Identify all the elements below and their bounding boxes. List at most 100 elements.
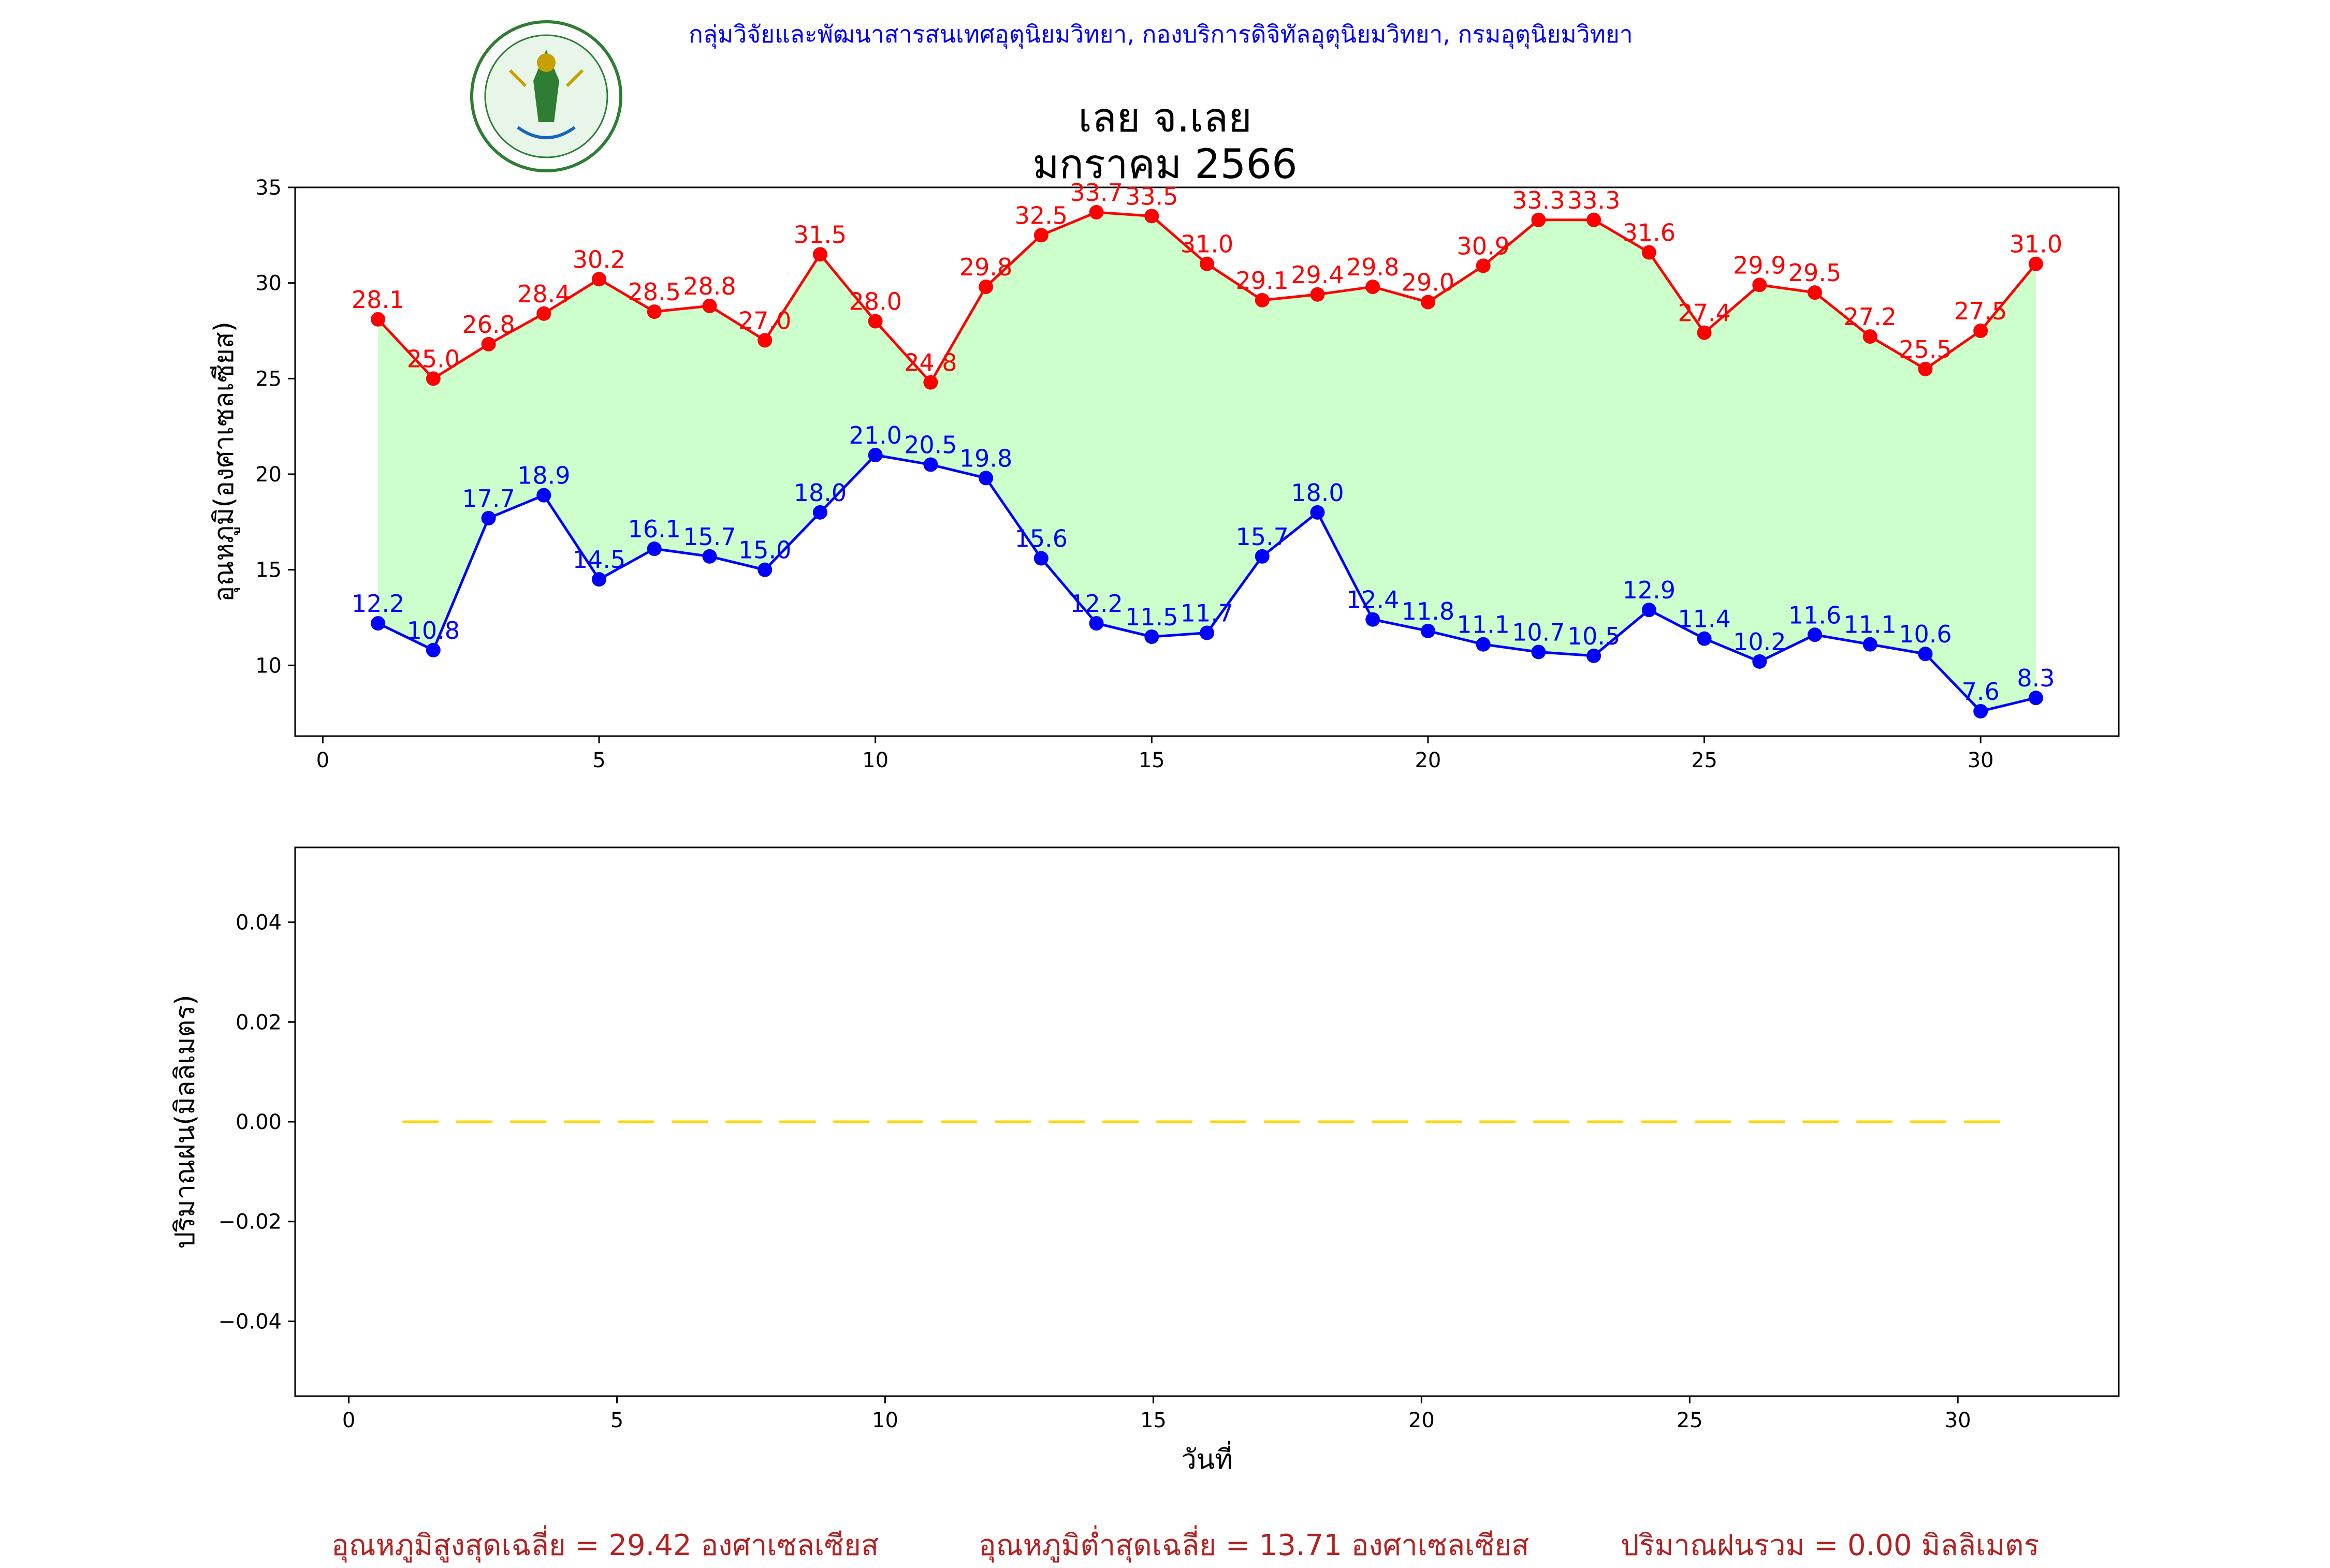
x-tick-label: 5 [592, 749, 605, 772]
data-point [1089, 616, 1104, 631]
y-axis-label: ปริมาณฝน(มิลลิเมตร) [170, 994, 201, 1249]
data-label: 12.9 [1623, 576, 1676, 604]
x-tick-label: 15 [1139, 749, 1165, 772]
y-tick-label: 15 [255, 559, 282, 582]
data-point [868, 448, 883, 463]
y-tick-label: 35 [255, 176, 282, 200]
data-point [647, 541, 662, 556]
data-label: 15.7 [1236, 523, 1289, 551]
data-label: 20.5 [904, 431, 957, 459]
y-tick-label: 20 [255, 463, 282, 487]
data-point [1310, 287, 1325, 302]
footer-avg-min: อุณหภูมิต่ำสุดเฉลี่ย = 13.71 องศาเซลเซีย… [979, 1529, 1530, 1562]
data-point [979, 280, 994, 295]
x-tick-label: 10 [862, 749, 889, 772]
data-point [1586, 212, 1601, 227]
data-label: 10.2 [1733, 628, 1786, 656]
data-label: 29.4 [1291, 261, 1344, 289]
data-label: 12.4 [1346, 586, 1399, 614]
data-point [923, 375, 938, 390]
data-point [1200, 256, 1214, 271]
data-point [1862, 329, 1877, 344]
data-point [1973, 324, 1988, 339]
data-point [1089, 205, 1104, 220]
data-label: 27.2 [1844, 303, 1897, 331]
x-tick-label: 25 [1691, 749, 1717, 772]
data-label: 18.0 [1291, 479, 1344, 507]
data-label: 18.9 [517, 462, 570, 490]
data-point [2028, 256, 2043, 271]
data-point [1255, 549, 1270, 564]
y-tick-label: 30 [255, 272, 282, 296]
data-label: 25.0 [407, 345, 460, 373]
footer-total-rain: ปริมาณฝนรวม = 0.00 มิลลิเมตร [1621, 1529, 2040, 1562]
data-point [758, 562, 773, 577]
data-point [923, 457, 938, 472]
data-label: 8.3 [2017, 664, 2055, 692]
x-tick-label: 20 [1415, 749, 1441, 772]
data-label: 24.8 [904, 349, 957, 377]
data-point [758, 333, 773, 348]
plot-frame-1 [294, 186, 2120, 737]
data-label: 27.4 [1678, 299, 1730, 327]
data-label: 31.0 [1181, 230, 1233, 258]
data-point [1033, 228, 1048, 243]
data-point [1918, 361, 1933, 376]
x-tick-label: 5 [610, 1409, 623, 1432]
data-label: 11.5 [1125, 603, 1178, 631]
y-tick-label: 25 [255, 367, 282, 391]
data-label: 10.6 [1899, 620, 1952, 648]
data-label: 11.4 [1678, 605, 1730, 633]
data-label: 29.1 [1236, 267, 1289, 295]
data-point [1033, 551, 1048, 566]
data-point [1586, 648, 1601, 663]
data-label: 32.5 [1015, 201, 1068, 229]
data-label: 29.0 [1402, 269, 1454, 297]
data-point [1808, 285, 1822, 300]
data-label: 12.2 [1070, 590, 1123, 618]
data-label: 12.2 [352, 590, 404, 618]
data-label: 11.1 [1844, 611, 1897, 639]
data-point [1641, 245, 1656, 260]
data-point [812, 247, 827, 262]
data-point [1641, 603, 1656, 618]
data-label: 26.8 [462, 311, 515, 339]
data-label: 21.0 [849, 421, 901, 449]
data-point [1200, 625, 1214, 640]
data-label: 11.6 [1788, 601, 1841, 629]
data-label: 10.8 [407, 617, 460, 644]
data-point [1476, 637, 1491, 652]
data-label: 28.5 [628, 278, 681, 306]
data-label: 31.0 [2009, 230, 2062, 258]
x-tick-label: 15 [1140, 1409, 1167, 1432]
data-label: 28.0 [849, 288, 901, 316]
data-label: 16.1 [628, 515, 681, 543]
chart-title-line2: มกราคม 2566 [1032, 141, 1298, 188]
data-label: 29.5 [1788, 259, 1841, 287]
data-point [1144, 629, 1159, 644]
data-label: 28.8 [683, 272, 736, 300]
data-point [1420, 623, 1435, 638]
data-label: 14.5 [573, 546, 625, 574]
temperature-range-fill [378, 212, 2036, 711]
data-label: 15.6 [1015, 525, 1068, 553]
data-point [536, 306, 551, 321]
data-label: 30.9 [1457, 232, 1509, 260]
y-tick-label: −0.02 [218, 1210, 282, 1234]
data-point [1144, 209, 1159, 224]
chart-title-line1: เลย จ.เลย [1078, 95, 1252, 141]
data-point [536, 488, 551, 503]
data-label: 11.8 [1402, 597, 1454, 625]
data-point [1918, 647, 1933, 662]
data-point [1365, 280, 1380, 295]
data-label: 33.3 [1567, 186, 1620, 214]
data-point [481, 510, 496, 525]
data-label: 18.0 [794, 479, 847, 507]
data-point [868, 314, 883, 329]
data-point [592, 572, 606, 587]
data-label: 29.8 [959, 253, 1012, 281]
y-tick-label: 0.04 [236, 911, 282, 935]
x-tick-label: 10 [872, 1409, 898, 1432]
data-point [702, 298, 717, 313]
